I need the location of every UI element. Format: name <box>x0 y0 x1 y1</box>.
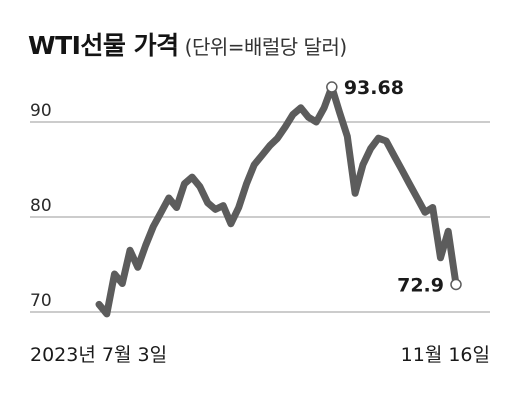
x-end-label: 11월 16일 <box>401 344 490 366</box>
chart-unit-label: (단위=배럴당 달러) <box>184 35 348 59</box>
y-tick-label: 80 <box>30 196 52 216</box>
chart-title: WTI선물 가격 <box>28 31 179 60</box>
chart-title-block: WTI선물 가격 (단위=배럴당 달러) <box>28 26 347 62</box>
y-tick-label: 90 <box>30 101 52 121</box>
last-marker <box>450 278 462 291</box>
last-value-label: 72.9 <box>397 274 444 296</box>
x-start-label: 2023년 7월 3일 <box>30 344 167 366</box>
peak-marker <box>326 81 338 93</box>
y-tick-label: 70 <box>30 291 52 311</box>
marker-layer <box>326 81 462 291</box>
series-line <box>95 83 460 318</box>
y-axis-ticks: 70 80 90 <box>30 101 52 311</box>
peak-value-label: 93.68 <box>344 77 404 99</box>
